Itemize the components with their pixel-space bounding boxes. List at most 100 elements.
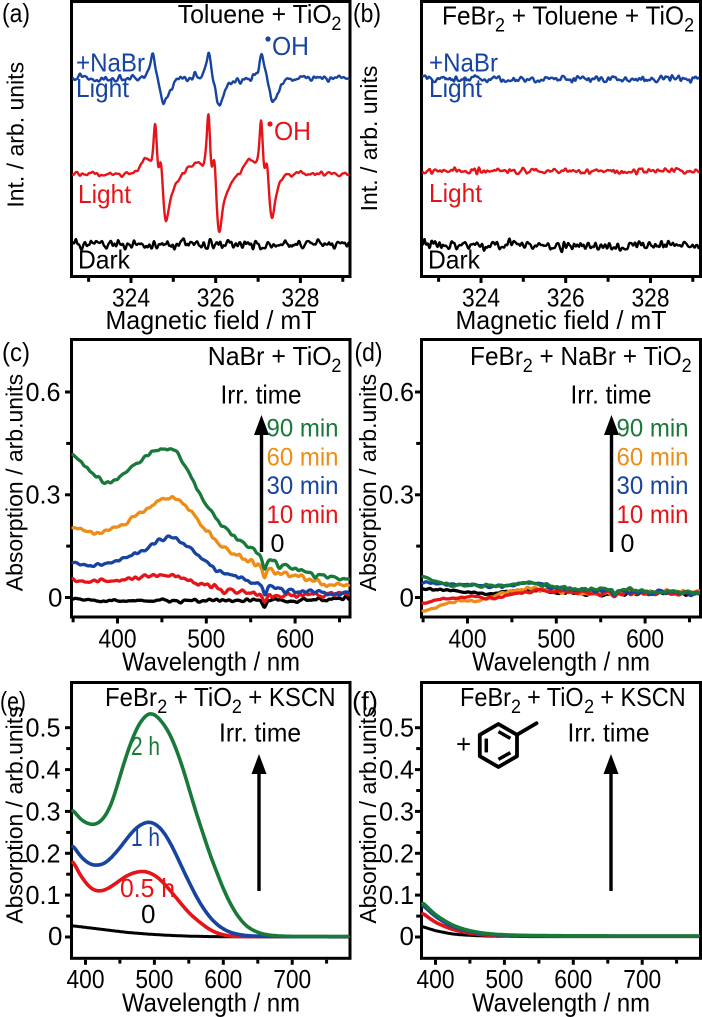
svg-text:0.3: 0.3 xyxy=(26,796,61,826)
svg-text:+ KSCN: + KSCN xyxy=(594,682,686,712)
svg-text:OH: OH xyxy=(274,116,311,146)
svg-text:0.1: 0.1 xyxy=(26,880,61,910)
svg-text:2: 2 xyxy=(331,14,341,35)
svg-text:0.6: 0.6 xyxy=(379,377,414,407)
svg-text:+NaBr: +NaBr xyxy=(429,48,498,78)
svg-text:0: 0 xyxy=(400,921,414,951)
svg-text:Wavelength / nm: Wavelength / nm xyxy=(122,647,300,677)
svg-text:Wavelength / nm: Wavelength / nm xyxy=(122,988,300,1017)
svg-text:0.2: 0.2 xyxy=(379,838,414,868)
svg-text:(d): (d) xyxy=(355,337,383,367)
svg-text:324: 324 xyxy=(462,283,500,313)
svg-text:0.1: 0.1 xyxy=(379,880,414,910)
svg-text:400: 400 xyxy=(417,964,455,994)
svg-text:FeBr: FeBr xyxy=(442,1,495,31)
svg-text:2: 2 xyxy=(157,697,167,718)
svg-text:Dark: Dark xyxy=(78,245,131,275)
svg-text:2: 2 xyxy=(495,16,505,37)
svg-text:Int. / arb. units: Int. / arb. units xyxy=(3,62,29,208)
svg-text:0.3: 0.3 xyxy=(26,480,61,510)
svg-text:500: 500 xyxy=(135,964,173,994)
svg-text:90 min: 90 min xyxy=(267,415,339,443)
svg-text:+ KSCN: + KSCN xyxy=(242,682,336,712)
svg-text:0.4: 0.4 xyxy=(379,755,414,785)
svg-text:328: 328 xyxy=(281,283,319,313)
svg-text:0.3: 0.3 xyxy=(379,796,414,826)
svg-text:2: 2 xyxy=(684,16,694,37)
svg-text:500: 500 xyxy=(187,624,225,654)
svg-text:Absorption / arb.units: Absorption / arb.units xyxy=(355,706,381,923)
svg-text:(e): (e) xyxy=(0,686,26,716)
svg-text:Magnetic field / mT: Magnetic field / mT xyxy=(106,305,317,335)
svg-text:Absorption / arb.units: Absorption / arb.units xyxy=(2,374,28,591)
svg-text:2: 2 xyxy=(523,356,533,377)
svg-text:(a): (a) xyxy=(2,0,30,28)
svg-text:Absorption / arb.units: Absorption / arb.units xyxy=(355,374,381,591)
svg-text:400: 400 xyxy=(67,964,105,994)
svg-text:600: 600 xyxy=(204,964,242,994)
svg-text:700: 700 xyxy=(623,964,661,994)
svg-text:Irr. time: Irr. time xyxy=(568,718,650,748)
svg-text:400: 400 xyxy=(449,624,487,654)
svg-text:0: 0 xyxy=(141,899,155,929)
svg-text:(f): (f) xyxy=(352,686,378,716)
svg-text:FeBr: FeBr xyxy=(470,341,523,371)
svg-text:Irr. time: Irr. time xyxy=(571,380,652,410)
svg-text:Magnetic field / mT: Magnetic field / mT xyxy=(456,305,667,335)
svg-text:2: 2 xyxy=(511,697,521,718)
svg-text:0: 0 xyxy=(48,921,62,951)
svg-text:60 min: 60 min xyxy=(617,444,689,472)
svg-text:Irr. time: Irr. time xyxy=(219,718,301,748)
svg-text:Light: Light xyxy=(76,73,130,103)
svg-text:+: + xyxy=(456,729,471,759)
svg-text:326: 326 xyxy=(197,283,235,313)
svg-text:+ NaBr + TiO: + NaBr + TiO xyxy=(533,341,682,371)
svg-text:0.6: 0.6 xyxy=(26,377,61,407)
svg-text:500: 500 xyxy=(485,964,523,994)
svg-text:Dark: Dark xyxy=(428,245,481,275)
svg-text:30 min: 30 min xyxy=(267,472,339,500)
svg-text:+ TiO: + TiO xyxy=(167,682,232,712)
svg-text:0: 0 xyxy=(621,530,635,558)
svg-text:Irr. time: Irr. time xyxy=(221,380,302,410)
svg-text:10 min: 10 min xyxy=(617,501,689,529)
svg-text:Wavelength / nm: Wavelength / nm xyxy=(472,988,650,1017)
svg-text:324: 324 xyxy=(112,283,150,313)
svg-text:+ Toluene + TiO: + Toluene + TiO xyxy=(505,1,684,31)
svg-text:2: 2 xyxy=(682,356,692,377)
svg-text:NaBr + TiO: NaBr + TiO xyxy=(208,341,332,371)
svg-text:Toluene + TiO: Toluene + TiO xyxy=(178,0,332,29)
svg-text:0.5: 0.5 xyxy=(379,713,414,743)
svg-text:700: 700 xyxy=(273,964,311,994)
svg-text:FeBr: FeBr xyxy=(105,682,157,712)
svg-text:Int. / arb. units: Int. / arb. units xyxy=(356,66,382,212)
svg-text:600: 600 xyxy=(554,964,592,994)
svg-text:326: 326 xyxy=(547,283,585,313)
svg-text:OH: OH xyxy=(272,31,309,61)
svg-text:(c): (c) xyxy=(2,337,30,367)
svg-text:0.2: 0.2 xyxy=(26,838,61,868)
svg-text:90 min: 90 min xyxy=(617,415,689,443)
svg-text:0: 0 xyxy=(400,583,414,613)
svg-text:60 min: 60 min xyxy=(267,444,339,472)
svg-text:Wavelength / nm: Wavelength / nm xyxy=(472,647,650,677)
svg-text:Light: Light xyxy=(429,73,483,103)
svg-text:500: 500 xyxy=(537,624,575,654)
svg-text:+ TiO: + TiO xyxy=(521,682,584,712)
svg-text:+NaBr: +NaBr xyxy=(76,48,145,78)
svg-text:2: 2 xyxy=(584,697,594,718)
svg-text:Light: Light xyxy=(429,178,483,208)
svg-text:Light: Light xyxy=(78,179,132,209)
svg-text:FeBr: FeBr xyxy=(460,682,511,712)
svg-text:(b): (b) xyxy=(353,0,381,28)
svg-text:0: 0 xyxy=(48,583,62,613)
svg-text:Absorption / arb.units: Absorption / arb.units xyxy=(2,706,28,923)
svg-text:600: 600 xyxy=(276,624,314,654)
svg-text:0.3: 0.3 xyxy=(379,480,414,510)
svg-text:328: 328 xyxy=(632,283,670,313)
svg-text:0.4: 0.4 xyxy=(26,755,61,785)
svg-text:0.5: 0.5 xyxy=(26,713,61,743)
svg-text:2: 2 xyxy=(232,697,242,718)
svg-text:30 min: 30 min xyxy=(617,472,689,500)
svg-text:2 h: 2 h xyxy=(131,731,160,761)
